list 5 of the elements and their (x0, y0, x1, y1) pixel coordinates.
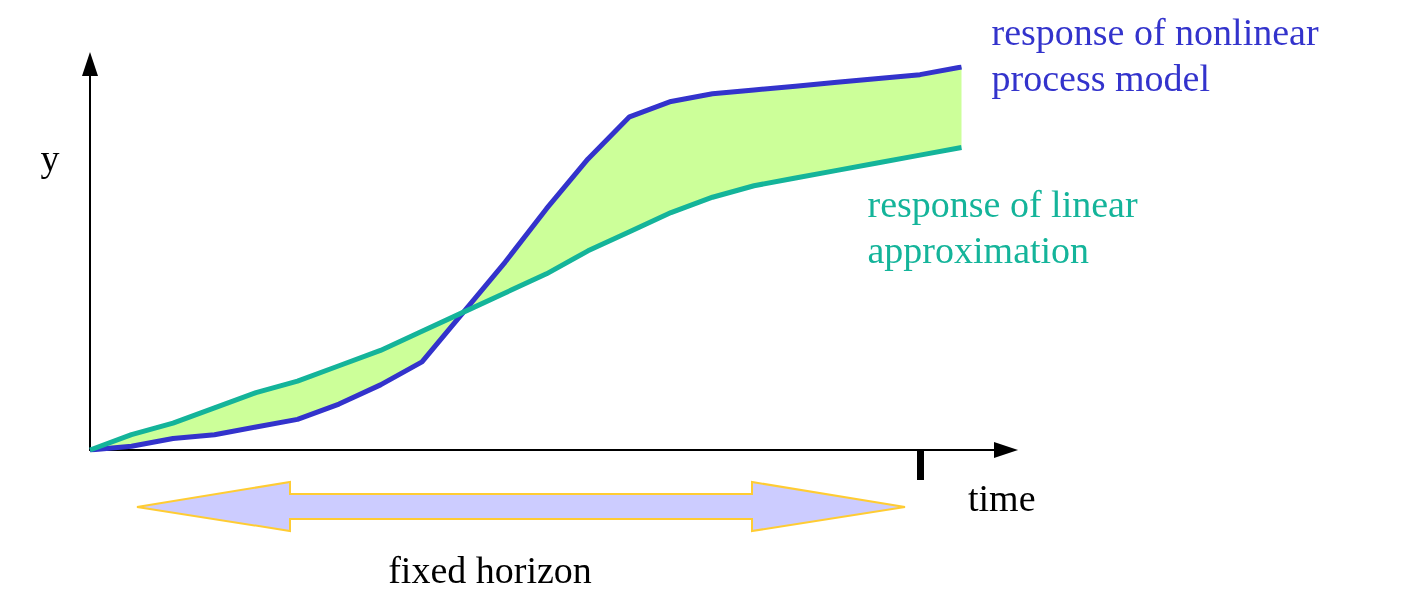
text: fixed horizon (387, 548, 593, 592)
series-label: response of linear approximation (867, 183, 1148, 272)
x-axis-title: time (968, 476, 1036, 520)
series-label: response of nonlinear process model (991, 11, 1329, 99)
y-axis-title: y (40, 137, 60, 179)
